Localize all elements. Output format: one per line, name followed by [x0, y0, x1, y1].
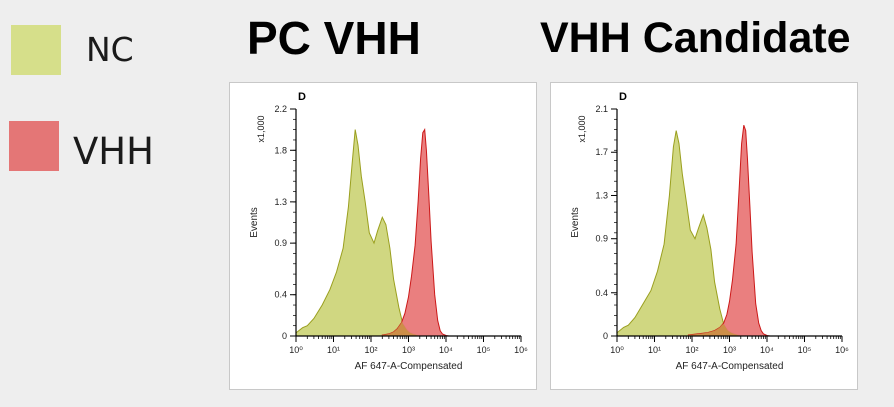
y-tick-label: 1.3	[595, 190, 608, 200]
legend-swatch-nc	[11, 25, 61, 75]
y-tick-label: 2.1	[595, 104, 608, 114]
x-tick-label: 10²	[685, 345, 698, 355]
panel-title-vhh-candidate: VHH Candidate	[540, 14, 851, 62]
x-axis-label: AF 647-A-Compensated	[355, 361, 463, 372]
gate-label: D	[619, 91, 627, 103]
y-tick-label: 1.7	[595, 147, 608, 157]
legend-label-vhh: VHH	[73, 130, 154, 173]
x-tick-label: 10³	[723, 345, 736, 355]
x-tick-label: 10¹	[648, 345, 661, 355]
legend-swatch-vhh	[9, 121, 59, 171]
x-tick-label: 10⁴	[439, 345, 453, 355]
series-area-vhh	[381, 128, 450, 337]
y-tick-label: 0	[282, 331, 287, 341]
x-tick-label: 10²	[364, 345, 377, 355]
x-tick-label: 10⁵	[477, 345, 491, 355]
series-overlap	[382, 321, 420, 336]
gate-label: D	[298, 91, 306, 103]
y-tick-label: 2.2	[274, 104, 287, 114]
x-tick-label: 10⁵	[798, 345, 812, 355]
histogram-svg-pc-vhh: 10⁰ 10¹ 10² 10³ 10⁴ 10⁵ 10⁶ 0 0.4 0.9 1.3 1.8 2.2 Dx1…	[249, 91, 528, 372]
series-area-nc	[295, 129, 420, 337]
y-axis-label: Events	[249, 207, 260, 238]
x-tick-label: 10⁰	[289, 345, 303, 355]
x-tick-label: 10¹	[327, 345, 340, 355]
x-tick-label: 10³	[402, 345, 415, 355]
y-tick-label: 0.9	[274, 238, 287, 248]
panel-title-pc-vhh: PC VHH	[247, 12, 421, 64]
y-tick-label: 0.9	[595, 234, 608, 244]
y-multiplier-label: x1,000	[577, 115, 587, 142]
y-tick-label: 1.3	[274, 197, 287, 207]
y-tick-label: 0	[603, 331, 608, 341]
series-overlap	[688, 324, 741, 336]
y-tick-label: 0.4	[274, 290, 287, 300]
series-area-nc	[616, 130, 741, 337]
x-axis-label: AF 647-A-Compensated	[676, 361, 784, 372]
y-tick-label: 0.4	[595, 288, 608, 298]
legend-label-nc: NC	[86, 30, 134, 69]
y-axis-label: Events	[570, 207, 581, 238]
series-area-vhh	[687, 125, 771, 337]
x-tick-label: 10⁶	[514, 345, 528, 355]
histogram-svg-vhh-candidate: 10⁰ 10¹ 10² 10³ 10⁴ 10⁵ 10⁶ 0 0.4 0.9 1.3 1.7 2.1 Dx1…	[570, 91, 849, 372]
x-tick-label: 10⁶	[835, 345, 849, 355]
x-tick-label: 10⁴	[760, 345, 774, 355]
x-tick-label: 10⁰	[610, 345, 624, 355]
y-tick-label: 1.8	[274, 145, 287, 155]
y-multiplier-label: x1,000	[256, 115, 266, 142]
